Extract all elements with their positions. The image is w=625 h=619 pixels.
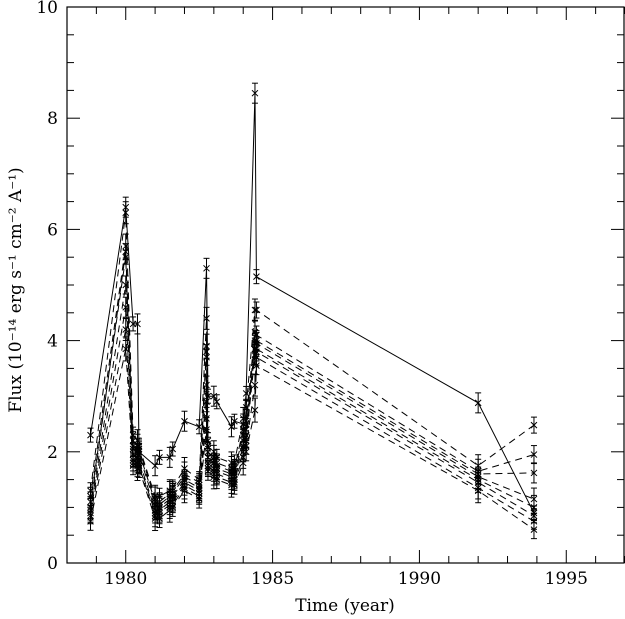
data-point <box>242 448 250 456</box>
data-point <box>181 417 188 425</box>
data-point <box>213 476 221 483</box>
x-axis: 1980 1985 1990 1995 <box>66 7 625 589</box>
data-point <box>530 504 538 511</box>
plot-border <box>66 6 625 564</box>
data-point <box>213 398 221 406</box>
data-point <box>231 417 238 425</box>
data-point <box>474 487 482 495</box>
data-point <box>195 423 203 431</box>
data-point <box>87 517 94 525</box>
data-point <box>203 398 210 406</box>
data-point <box>251 306 259 314</box>
data-point <box>474 399 482 407</box>
data-point <box>228 481 235 489</box>
data-point <box>253 306 260 314</box>
data-point <box>122 281 130 289</box>
y-axis: 0 2 4 6 8 10 <box>36 0 624 574</box>
data-point <box>251 406 259 414</box>
data-point <box>151 462 159 470</box>
series-layer <box>87 82 538 540</box>
data-point <box>530 526 538 533</box>
data-point <box>203 353 210 361</box>
x-axis-title: Time (year) <box>295 596 395 616</box>
data-point <box>203 264 210 272</box>
series-line <box>90 284 535 511</box>
data-point <box>134 465 141 472</box>
data-point <box>122 326 130 333</box>
data-point <box>169 504 177 511</box>
plot-frame <box>66 6 625 564</box>
data-point <box>181 487 188 495</box>
data-point <box>253 273 260 281</box>
y-axis-title: Flux (10⁻¹⁴ erg s⁻¹ cm⁻² A⁻¹) <box>6 167 26 412</box>
data-point <box>530 421 538 429</box>
y-tick-label: 8 <box>47 109 58 129</box>
data-point <box>228 423 235 431</box>
data-point <box>204 467 212 475</box>
data-point <box>122 303 130 311</box>
series-1 <box>87 82 538 521</box>
series-line <box>90 212 535 497</box>
data-point <box>203 381 210 389</box>
data-point <box>122 209 130 217</box>
data-point <box>122 345 130 353</box>
data-point <box>122 248 130 255</box>
y-tick-label: 10 <box>36 0 58 18</box>
series-9 <box>87 336 538 540</box>
data-point <box>251 89 259 97</box>
data-point <box>195 495 203 503</box>
series-line <box>90 251 535 509</box>
series-line <box>90 307 535 517</box>
data-point <box>156 454 163 461</box>
data-point <box>134 320 141 328</box>
data-point <box>253 362 260 369</box>
data-point <box>231 481 238 489</box>
x-tick-label: 1990 <box>398 569 441 589</box>
y-tick-label: 2 <box>47 443 58 463</box>
data-point <box>129 462 137 470</box>
data-point <box>166 454 174 461</box>
data-point <box>210 392 218 400</box>
data-point <box>156 515 163 522</box>
y-tick-label: 0 <box>47 554 58 574</box>
data-point <box>135 465 143 472</box>
data-point <box>203 315 210 322</box>
y-tick-label: 4 <box>47 332 58 352</box>
x-tick-label: 1985 <box>251 569 294 589</box>
data-point <box>203 426 210 433</box>
x-tick-label: 1980 <box>104 569 147 589</box>
data-point <box>169 445 177 453</box>
data-point <box>87 431 94 439</box>
data-point <box>530 469 538 477</box>
data-point <box>530 451 538 458</box>
data-point <box>251 381 259 389</box>
y-tick-label: 6 <box>47 220 58 240</box>
x-tick-label: 1995 <box>545 569 588 589</box>
